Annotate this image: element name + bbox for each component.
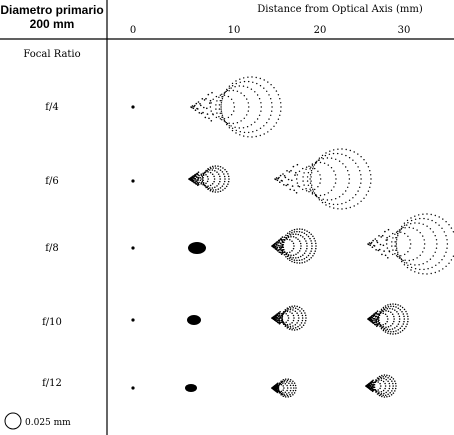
spot-f4-10 bbox=[190, 76, 282, 138]
row-label-f8: f/8 bbox=[45, 243, 58, 254]
title-line-2: 200 mm bbox=[30, 17, 75, 31]
spot-f12-20 bbox=[271, 378, 297, 398]
spot-f10-0 bbox=[131, 318, 135, 322]
spot-f6-20 bbox=[274, 148, 372, 210]
row-label-f10: f/10 bbox=[42, 317, 62, 328]
tick-label-30: 30 bbox=[398, 25, 411, 36]
spot-f12-30 bbox=[365, 374, 397, 398]
row-header-focal-ratio: Focal Ratio bbox=[23, 49, 80, 60]
scale-label: 0.025 mm bbox=[25, 418, 71, 428]
tick-label-10: 10 bbox=[228, 25, 241, 36]
spot-f12-0 bbox=[131, 386, 135, 390]
title-line-1: Diametro primario bbox=[0, 3, 103, 17]
spot-f10-10 bbox=[187, 315, 201, 325]
spot-f8-10 bbox=[188, 242, 206, 254]
spot-diagrams bbox=[131, 76, 454, 398]
row-label-f6: f/6 bbox=[45, 176, 58, 187]
spot-f8-0 bbox=[131, 246, 135, 250]
row-label-f12: f/12 bbox=[42, 378, 62, 389]
spot-f6-0 bbox=[131, 179, 135, 183]
spot-f8-30 bbox=[367, 213, 454, 275]
row-label-f4: f/4 bbox=[45, 102, 58, 113]
spot-f12-10 bbox=[185, 384, 197, 392]
spot-f4-0 bbox=[131, 105, 135, 109]
axis-title: Distance from Optical Axis (mm) bbox=[257, 4, 423, 15]
spot-f10-20 bbox=[271, 305, 307, 331]
spot-f10-30 bbox=[367, 303, 409, 335]
spot-f8-20 bbox=[271, 228, 317, 264]
tick-label-20: 20 bbox=[314, 25, 327, 36]
tick-label-0: 0 bbox=[130, 25, 136, 36]
spot-f6-10 bbox=[188, 165, 230, 193]
scale-circle bbox=[4, 412, 22, 430]
